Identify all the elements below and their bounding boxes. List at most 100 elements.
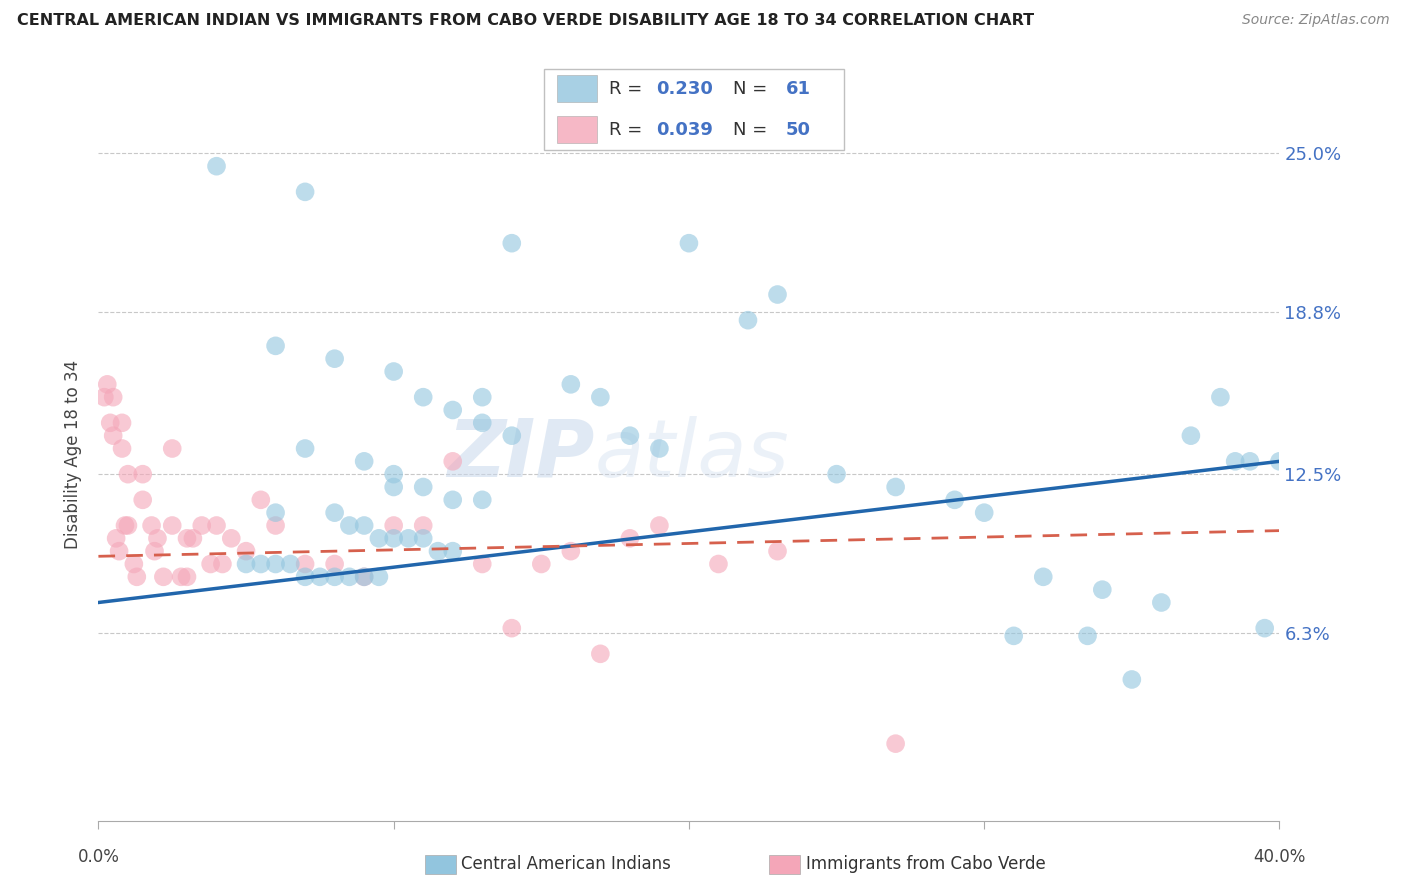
Point [382, 467, 405, 482]
Point [162, 518, 183, 533]
Point [170, 570, 193, 584]
Text: 50: 50 [786, 120, 811, 138]
Point [441, 544, 464, 558]
Point [441, 403, 464, 417]
Point [501, 236, 523, 251]
Point [176, 532, 198, 546]
Bar [557, 76, 598, 103]
Point [205, 518, 228, 533]
Point [294, 570, 316, 584]
Point [191, 518, 214, 533]
Point [884, 480, 907, 494]
Point [1091, 582, 1114, 597]
Point [441, 454, 464, 468]
Text: Immigrants from Cabo Verde: Immigrants from Cabo Verde [806, 855, 1046, 873]
Point [427, 544, 450, 558]
Point [162, 442, 183, 456]
Text: Source: ZipAtlas.com: Source: ZipAtlas.com [1241, 13, 1389, 28]
Point [111, 416, 134, 430]
FancyBboxPatch shape [544, 69, 845, 150]
Point [117, 518, 139, 533]
Point [114, 518, 136, 533]
Point [396, 532, 419, 546]
Point [825, 467, 848, 482]
Y-axis label: Disability Age 18 to 34: Disability Age 18 to 34 [65, 360, 83, 549]
Point [884, 737, 907, 751]
Point [176, 570, 198, 584]
Point [973, 506, 995, 520]
Point [1268, 454, 1291, 468]
Point [471, 390, 494, 404]
Point [707, 557, 730, 571]
Point [530, 557, 553, 571]
Point [103, 428, 125, 442]
Point [1209, 390, 1232, 404]
Point [1150, 595, 1173, 609]
Point [125, 570, 148, 584]
Text: ZIP: ZIP [447, 416, 595, 494]
Text: atlas: atlas [595, 416, 789, 494]
Point [353, 518, 375, 533]
Text: Central American Indians: Central American Indians [461, 855, 671, 873]
Text: CENTRAL AMERICAN INDIAN VS IMMIGRANTS FROM CABO VERDE DISABILITY AGE 18 TO 34 CO: CENTRAL AMERICAN INDIAN VS IMMIGRANTS FR… [17, 13, 1033, 29]
Point [471, 416, 494, 430]
Point [294, 185, 316, 199]
Point [766, 287, 789, 301]
Point [678, 236, 700, 251]
Point [353, 570, 375, 584]
Point [1254, 621, 1277, 635]
Point [205, 159, 228, 173]
Point [200, 557, 222, 571]
Point [264, 339, 287, 353]
Text: N =: N = [733, 120, 773, 138]
Point [264, 557, 287, 571]
Point [648, 442, 671, 456]
Point [339, 518, 360, 533]
Point [264, 506, 287, 520]
Point [382, 532, 405, 546]
Point [368, 570, 391, 584]
Point [111, 442, 134, 456]
Point [219, 532, 242, 546]
Point [309, 570, 332, 584]
Text: 40.0%: 40.0% [1253, 848, 1306, 866]
Point [211, 557, 233, 571]
Point [382, 518, 405, 533]
Point [766, 544, 789, 558]
Point [1180, 428, 1202, 442]
Text: R =: R = [609, 80, 648, 98]
Point [382, 480, 405, 494]
Point [1223, 454, 1246, 468]
Point [589, 390, 612, 404]
Point [339, 570, 360, 584]
Point [943, 492, 966, 507]
Point [412, 518, 434, 533]
Point [93, 390, 115, 404]
Point [648, 518, 671, 533]
Point [471, 557, 494, 571]
Point [368, 532, 391, 546]
Point [96, 377, 118, 392]
Point [382, 364, 405, 378]
Text: 61: 61 [786, 80, 811, 98]
Point [323, 557, 346, 571]
Point [250, 557, 273, 571]
Point [181, 532, 204, 546]
Point [1121, 673, 1143, 687]
Point [146, 532, 169, 546]
Point [441, 492, 464, 507]
Point [132, 492, 155, 507]
Point [412, 480, 434, 494]
Point [412, 532, 434, 546]
Bar [557, 116, 598, 143]
Text: N =: N = [733, 80, 773, 98]
Point [323, 570, 346, 584]
Point [294, 442, 316, 456]
Point [117, 467, 139, 482]
Point [501, 621, 523, 635]
Point [98, 416, 121, 430]
Point [323, 351, 346, 366]
Point [132, 467, 155, 482]
Point [1032, 570, 1054, 584]
Point [294, 557, 316, 571]
